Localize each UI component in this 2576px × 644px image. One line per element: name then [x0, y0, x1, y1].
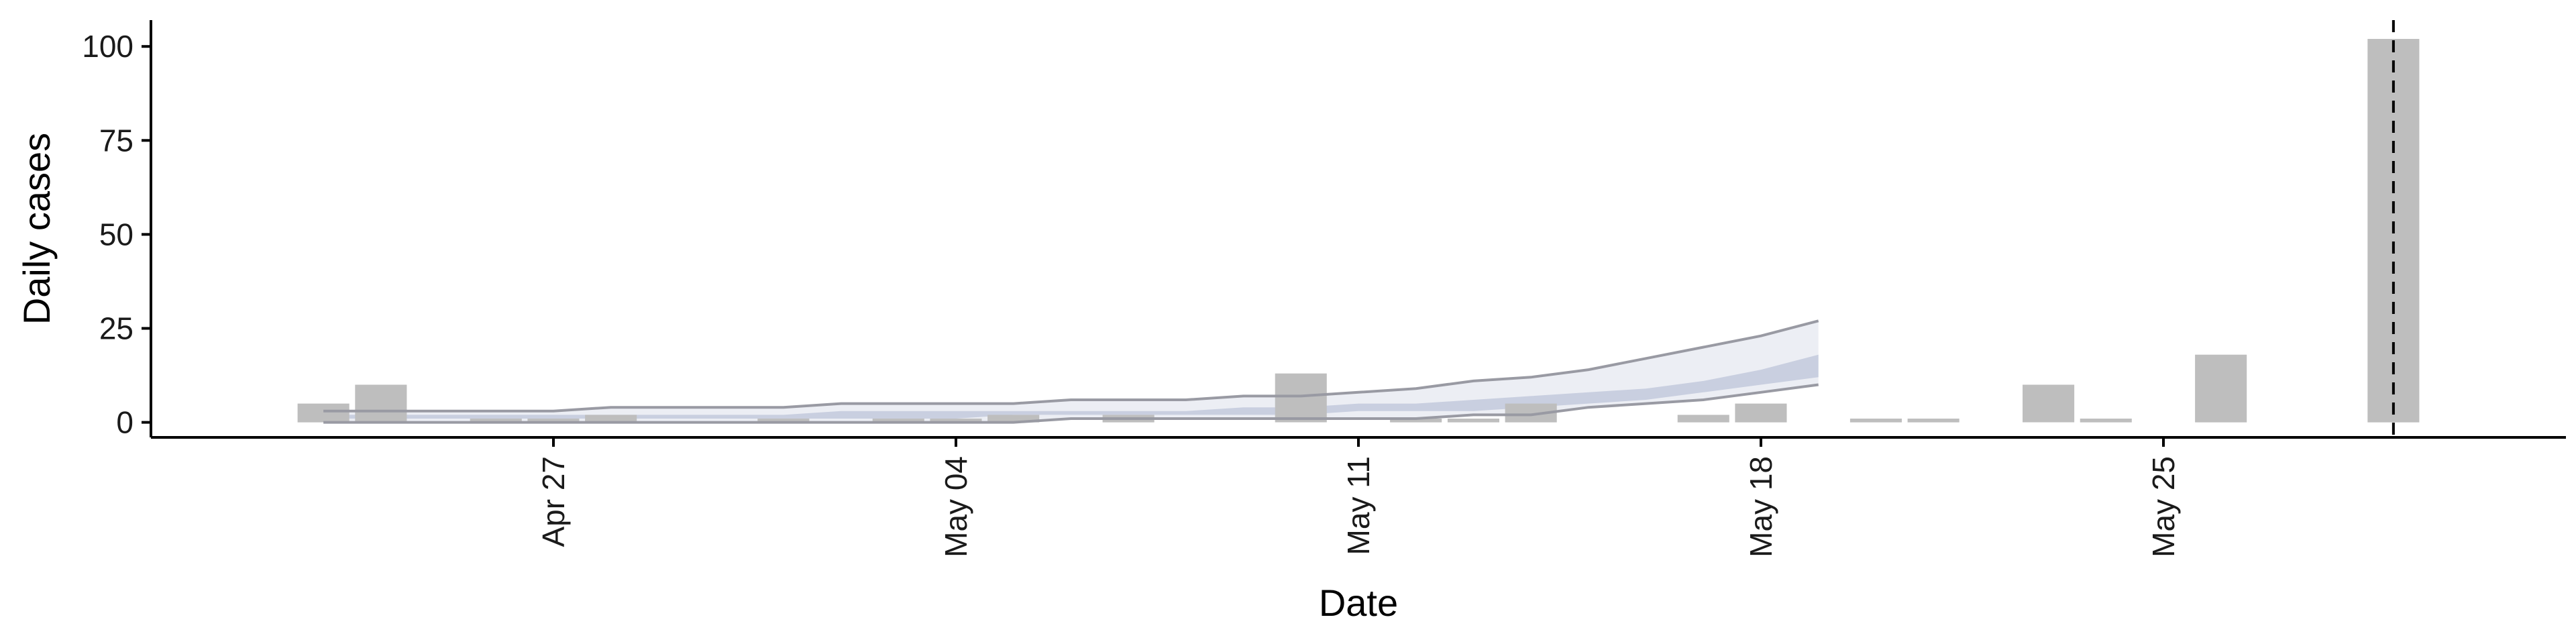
- inner-ribbon-layer: [323, 354, 1819, 419]
- x-tick-label: May 25: [2146, 456, 2181, 557]
- bar: [1907, 419, 1960, 423]
- bar: [527, 419, 580, 423]
- y-tick-label: 50: [99, 217, 133, 252]
- bar: [1849, 419, 1902, 423]
- outer-ribbon-layer: [323, 321, 1819, 423]
- upper-bound-line: [323, 319, 1819, 413]
- y-ticks-layer: 0 25 50 75 100: [82, 29, 151, 440]
- bar: [2195, 354, 2247, 423]
- bar: [1275, 373, 1327, 423]
- outer-interval-band: [323, 321, 1819, 423]
- x-tick-label: Apr 27: [536, 456, 571, 547]
- bar: [1390, 419, 1442, 423]
- y-tick-label: 0: [116, 405, 133, 440]
- inner-interval-band: [323, 354, 1819, 419]
- y-axis-title: Daily cases: [15, 133, 58, 325]
- bar: [2023, 384, 2075, 423]
- x-tick-label: May 11: [1341, 456, 1376, 555]
- lower-bound-line: [323, 383, 1819, 424]
- bar: [297, 403, 350, 423]
- bar: [987, 415, 1040, 423]
- bar: [470, 419, 522, 423]
- bar: [1735, 403, 1787, 423]
- ribbon-edge-layer: [323, 319, 1819, 424]
- y-tick-label: 75: [99, 123, 133, 158]
- bar: [1677, 415, 1729, 423]
- bar: [585, 415, 637, 423]
- bar: [872, 419, 924, 423]
- y-tick-label: 100: [82, 29, 133, 64]
- x-axis-title: Date: [1319, 582, 1398, 624]
- x-tick-label: May 04: [938, 456, 973, 557]
- bar: [930, 419, 982, 423]
- bar: [355, 384, 407, 423]
- bar: [1447, 419, 1499, 423]
- y-tick-label: 25: [99, 311, 133, 345]
- x-tick-label: May 18: [1743, 456, 1778, 557]
- bar: [2080, 419, 2132, 423]
- bar: [757, 419, 810, 423]
- x-ticks-layer: Apr 27 May 04 May 11 May 18 May 25: [536, 437, 2181, 557]
- bars-layer: [297, 39, 2420, 423]
